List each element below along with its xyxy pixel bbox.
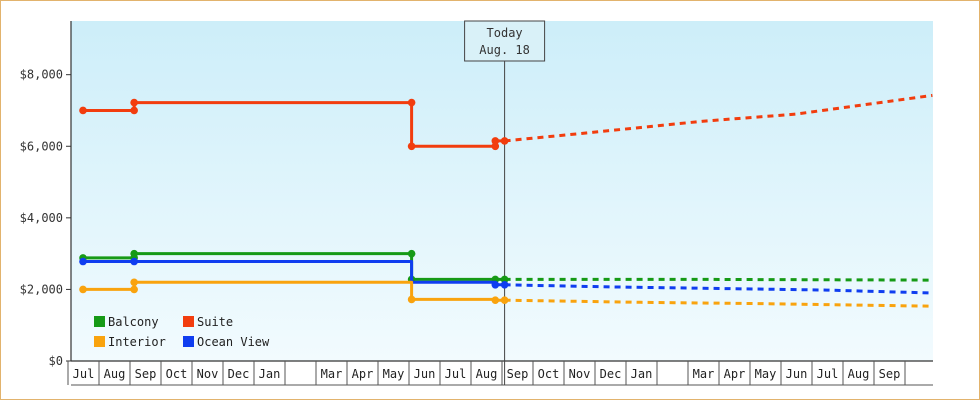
series-point-suite — [79, 106, 87, 115]
month-label: Sep — [135, 367, 157, 381]
series-point-ocean-view — [500, 280, 509, 289]
series-point-interior — [79, 285, 87, 294]
today-box — [464, 20, 546, 62]
month-label: Nov — [197, 367, 219, 381]
series-point-interior — [407, 295, 416, 304]
y-tick-label: $0 — [49, 354, 63, 368]
series-forecast-suite — [504, 93, 933, 143]
month-label: Dec — [228, 367, 250, 381]
legend-swatch-interior — [94, 336, 105, 347]
series-point-interior — [130, 278, 138, 287]
month-label: Jun — [414, 367, 436, 381]
series-point-suite — [130, 98, 138, 107]
series-point-balcony — [407, 249, 416, 258]
series-forecast-interior — [504, 298, 933, 308]
month-label: Jul — [445, 367, 467, 381]
y-tick-label: $8,000 — [20, 68, 63, 82]
today-date: Aug. 18 — [479, 43, 530, 57]
today-label: Today — [487, 26, 523, 40]
series-point-balcony — [500, 275, 509, 284]
series-point-interior — [130, 285, 138, 294]
legend-label-suite: Suite — [197, 315, 233, 329]
month-label: Jul — [817, 367, 839, 381]
plot-background — [71, 21, 933, 361]
series-point-suite — [407, 98, 416, 107]
series-point-suite — [500, 137, 509, 145]
legend-swatch-suite — [183, 316, 194, 327]
series-point-balcony — [130, 249, 138, 258]
series-point-suite — [130, 106, 138, 115]
legend-label-ocean-view: Ocean View — [197, 335, 270, 349]
month-label: Aug — [848, 367, 870, 381]
legend-label-interior: Interior — [108, 335, 166, 349]
month-label: Aug — [476, 367, 498, 381]
month-label: Apr — [352, 367, 374, 381]
month-label: Nov — [569, 367, 591, 381]
month-label: Sep — [879, 367, 901, 381]
series-point-suite — [491, 142, 500, 151]
legend-swatch-balcony — [94, 316, 105, 327]
series-point-ocean-view — [79, 257, 87, 266]
month-label: Jul — [73, 367, 95, 381]
month-label: Jun — [786, 367, 808, 381]
month-label: Jan — [631, 367, 653, 381]
month-label: Mar — [321, 367, 343, 381]
month-label: Mar — [693, 367, 715, 381]
month-label: Aug — [104, 367, 126, 381]
month-label: Oct — [538, 367, 560, 381]
series-point-ocean-view — [130, 257, 138, 266]
month-label: May — [383, 367, 405, 381]
month-label: May — [755, 367, 777, 381]
y-tick-label: $4,000 — [20, 211, 63, 225]
series-point-interior — [491, 296, 500, 304]
series-forecast-balcony — [504, 277, 933, 282]
y-tick-label: $2,000 — [20, 282, 63, 296]
legend-swatch-ocean-view — [183, 336, 194, 347]
series-point-ocean-view — [491, 280, 500, 289]
legend-label-balcony: Balcony — [108, 315, 159, 329]
y-tick-label: $6,000 — [20, 139, 63, 153]
series-point-suite — [407, 142, 416, 151]
month-label: Sep — [507, 367, 529, 381]
series-point-suite — [491, 137, 500, 145]
month-label: Dec — [600, 367, 622, 381]
month-label: Oct — [166, 367, 188, 381]
series-forecast-ocean-view — [504, 283, 933, 295]
month-label: Apr — [724, 367, 746, 381]
series-point-interior — [500, 296, 509, 304]
month-label: Jan — [259, 367, 281, 381]
